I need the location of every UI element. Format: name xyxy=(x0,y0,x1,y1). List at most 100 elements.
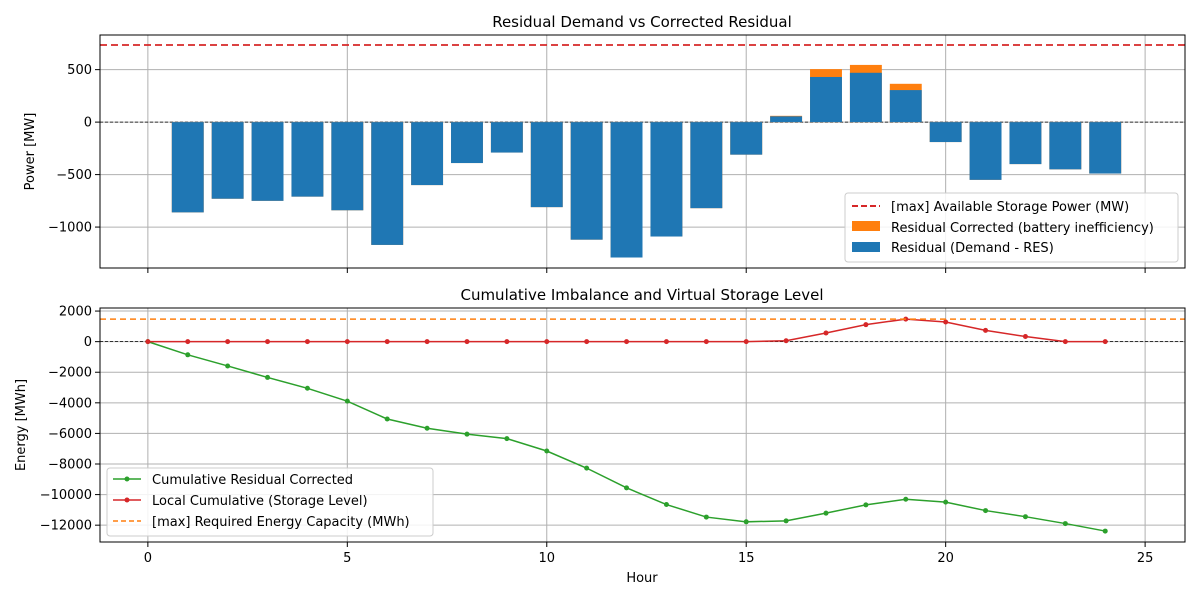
residual-bar xyxy=(530,122,563,208)
x-axis-label: Hour xyxy=(626,571,658,586)
residual-bar xyxy=(490,122,523,153)
power-legend: [max] Available Storage Power (MW) Resid… xyxy=(844,192,1179,263)
legend-label-storage-power: [max] Available Storage Power (MW) xyxy=(891,200,1129,215)
power-chart-title: Residual Demand vs Corrected Residual xyxy=(492,13,792,31)
residual-bar xyxy=(929,122,962,143)
cumulative-residual-point xyxy=(1102,528,1108,534)
storage-level-point xyxy=(384,339,390,345)
y-tick-label: 0 xyxy=(84,116,92,131)
residual-bar xyxy=(171,122,204,213)
y-tick-label: 0 xyxy=(84,335,92,350)
legend-marker-cumulative xyxy=(124,476,130,482)
y-tick-label: 2000 xyxy=(59,305,92,320)
residual-bar xyxy=(730,122,763,155)
y-tick-label: 500 xyxy=(67,63,92,78)
cumulative-residual-point xyxy=(225,363,231,369)
residual-bar xyxy=(570,122,603,240)
cumulative-residual-point xyxy=(265,374,271,380)
storage-level-point xyxy=(743,339,749,345)
cumulative-residual-point xyxy=(783,518,789,524)
legend-marker-storage-level xyxy=(124,497,130,503)
power-axes: Residual Demand vs Corrected Residual −1… xyxy=(23,13,1186,273)
residual-bar xyxy=(770,116,803,123)
energy-plot-frame xyxy=(99,307,1186,543)
cumulative-residual-point xyxy=(1022,514,1028,520)
x-tick-label: 15 xyxy=(738,551,755,566)
residual-bar xyxy=(1009,122,1042,165)
cumulative-residual-point xyxy=(464,431,470,437)
cumulative-residual-point xyxy=(663,502,669,508)
storage-level-point xyxy=(663,339,669,345)
cumulative-residual-point xyxy=(544,448,550,454)
cumulative-residual-point xyxy=(344,398,350,404)
energy-legend: Cumulative Residual Corrected Local Cumu… xyxy=(106,467,434,537)
y-tick-label: −500 xyxy=(56,168,92,183)
cumulative-residual-point xyxy=(983,508,989,514)
legend-label-residual-corrected: Residual Corrected (battery inefficiency… xyxy=(891,221,1154,236)
cumulative-residual-point xyxy=(1062,521,1068,527)
storage-level-point xyxy=(544,339,550,345)
x-tick-label: 25 xyxy=(1137,551,1154,566)
x-tick-label: 10 xyxy=(538,551,555,566)
storage-level-point xyxy=(1022,334,1028,340)
storage-level-point xyxy=(304,339,310,345)
energy-y-axis-label: Energy [MWh] xyxy=(14,379,29,471)
storage-level-point xyxy=(1102,339,1108,345)
residual-bar xyxy=(650,122,683,237)
power-plot-frame xyxy=(99,34,1186,269)
y-tick-label: −10000 xyxy=(40,488,92,503)
legend-label-energy-capacity: [max] Required Energy Capacity (MWh) xyxy=(152,515,410,530)
x-tick-label: 20 xyxy=(937,551,954,566)
residual-bar xyxy=(1049,122,1082,170)
cumulative-residual-point xyxy=(624,485,630,491)
residual-bar xyxy=(889,90,922,123)
storage-level-point xyxy=(983,327,989,333)
storage-level-point xyxy=(783,338,789,344)
legend-label-cumulative: Cumulative Residual Corrected xyxy=(152,473,353,488)
residual-bar xyxy=(849,72,882,123)
residual-bar xyxy=(610,122,643,258)
power-legend-box xyxy=(844,192,1179,263)
energy-chart-title: Cumulative Imbalance and Virtual Storage… xyxy=(460,286,823,304)
residual-bar xyxy=(969,122,1002,180)
storage-level-point xyxy=(863,322,869,328)
residual-bar xyxy=(1089,122,1122,174)
cumulative-residual-point xyxy=(584,465,590,471)
residual-bar xyxy=(371,122,404,245)
legend-label-storage-level: Local Cumulative (Storage Level) xyxy=(152,494,368,509)
storage-level-point xyxy=(624,339,630,345)
storage-level-point xyxy=(943,319,949,325)
residual-bar xyxy=(451,122,483,164)
energy-legend-box xyxy=(106,467,434,537)
power-y-axis-label: Power [MW] xyxy=(23,113,38,191)
legend-swatch-residual xyxy=(852,242,880,252)
cumulative-residual-point xyxy=(743,519,749,525)
legend-label-residual: Residual (Demand - RES) xyxy=(891,241,1054,256)
x-tick-label: 5 xyxy=(343,551,351,566)
cumulative-residual-point xyxy=(384,416,390,422)
storage-level-point xyxy=(584,339,590,345)
cumulative-residual-point xyxy=(943,499,949,505)
residual-bar xyxy=(331,122,364,211)
cumulative-residual-point xyxy=(304,385,310,391)
x-tick-label: 0 xyxy=(144,551,152,566)
cumulative-residual-point xyxy=(424,425,430,431)
y-tick-label: −1000 xyxy=(48,221,92,236)
y-tick-label: −2000 xyxy=(48,366,92,381)
storage-level-point xyxy=(145,339,151,345)
y-tick-label: −6000 xyxy=(48,427,92,442)
residual-bar xyxy=(690,122,723,209)
storage-level-point xyxy=(185,339,191,345)
storage-level-point xyxy=(1062,339,1068,345)
storage-level-point xyxy=(265,339,271,345)
cumulative-residual-point xyxy=(185,352,191,358)
cumulative-residual-point xyxy=(863,502,869,508)
residual-bar xyxy=(291,122,324,197)
y-tick-label: −12000 xyxy=(40,519,92,534)
cumulative-residual-point xyxy=(504,436,510,442)
residual-bar xyxy=(810,76,842,123)
storage-level-point xyxy=(464,339,470,345)
cumulative-residual-point xyxy=(703,514,709,520)
storage-level-point xyxy=(344,339,350,345)
